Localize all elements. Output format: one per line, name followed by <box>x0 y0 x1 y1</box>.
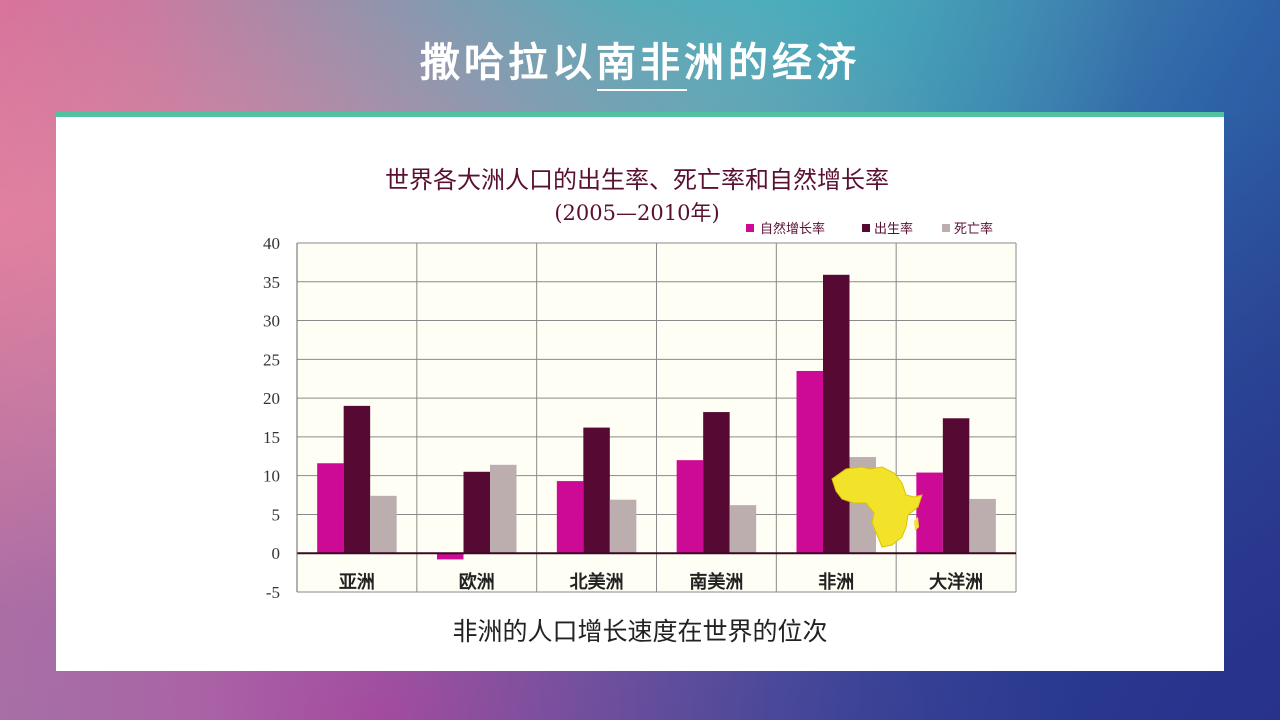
x-category-label-asia: 亚洲 <box>339 572 375 593</box>
x-category-label-south-america: 南美洲 <box>689 571 743 593</box>
bar-natural-growth-north-america <box>556 481 584 554</box>
bar-birth-rate-africa <box>823 274 850 554</box>
y-tick-label: -5 <box>266 583 280 602</box>
legend: 自然增长率 出生率 死亡率 <box>746 221 993 237</box>
y-tick-label: 25 <box>263 350 280 369</box>
bar-chart: -5 0 5 10 15 20 25 30 35 40 亚洲 欧洲 北美洲 南美洲 非洲 大洋洲 世界各大洲人… <box>263 166 1017 602</box>
bar-death-rate-europe <box>490 464 517 554</box>
legend-swatch-natural-growth <box>746 224 754 232</box>
y-tick-label: 35 <box>263 273 280 292</box>
bar-natural-growth-africa <box>796 370 823 554</box>
legend-label-death-rate: 死亡率 <box>954 221 993 237</box>
bars <box>317 274 996 560</box>
bar-natural-growth-europe <box>437 553 464 560</box>
bar-birth-rate-north-america <box>583 427 610 554</box>
y-tick-label: 0 <box>272 544 281 563</box>
y-tick-label: 20 <box>263 389 280 408</box>
bar-death-rate-oceania <box>969 498 996 554</box>
y-tick-label: 30 <box>263 312 280 331</box>
chart-subtitle: (2005—2010年) <box>554 201 719 225</box>
legend-label-birth-rate: 出生率 <box>874 221 913 237</box>
bar-natural-growth-asia <box>317 463 344 554</box>
bar-birth-rate-asia <box>343 405 371 554</box>
bar-birth-rate-europe <box>463 471 490 554</box>
bar-death-rate-north-america <box>609 499 637 554</box>
bar-birth-rate-south-america <box>703 412 730 554</box>
africa-map-icon <box>831 466 923 548</box>
y-tick-label: 5 <box>272 505 281 524</box>
legend-swatch-death-rate <box>942 224 950 232</box>
legend-label-natural-growth: 自然增长率 <box>760 221 825 237</box>
y-tick-label: 15 <box>263 428 280 447</box>
y-tick-label: 40 <box>263 234 280 253</box>
bar-death-rate-asia <box>370 495 397 554</box>
y-tick-label: 10 <box>263 467 280 486</box>
title-underline <box>597 89 687 91</box>
bar-natural-growth-oceania <box>916 472 943 554</box>
chart-caption: 非洲的人口增长速度在世界的位次 <box>452 617 828 646</box>
content-card: -5 0 5 10 15 20 25 30 35 40 亚洲 欧洲 北美洲 南美洲 非洲 大洋洲 世界各大洲人… <box>56 112 1224 671</box>
slide-title: 撒哈拉以南非洲的经济 <box>420 40 860 86</box>
x-category-label-europe: 欧洲 <box>459 571 495 593</box>
x-category-label-africa: 非洲 <box>818 571 854 593</box>
legend-swatch-birth-rate <box>862 224 870 232</box>
x-category-label-oceania: 大洋洲 <box>929 571 983 593</box>
bar-birth-rate-oceania <box>942 418 970 554</box>
chart-title: 世界各大洲人口的出生率、死亡率和自然增长率 <box>385 166 889 194</box>
tick-labels: -5 0 5 10 15 20 25 30 35 40 亚洲 欧洲 北美洲 南美洲 非洲 大洋洲 <box>263 234 983 602</box>
x-category-label-north-america: 北美洲 <box>570 571 624 593</box>
bar-death-rate-south-america <box>729 505 757 554</box>
axes <box>296 243 1016 592</box>
bar-natural-growth-south-america <box>676 460 704 554</box>
